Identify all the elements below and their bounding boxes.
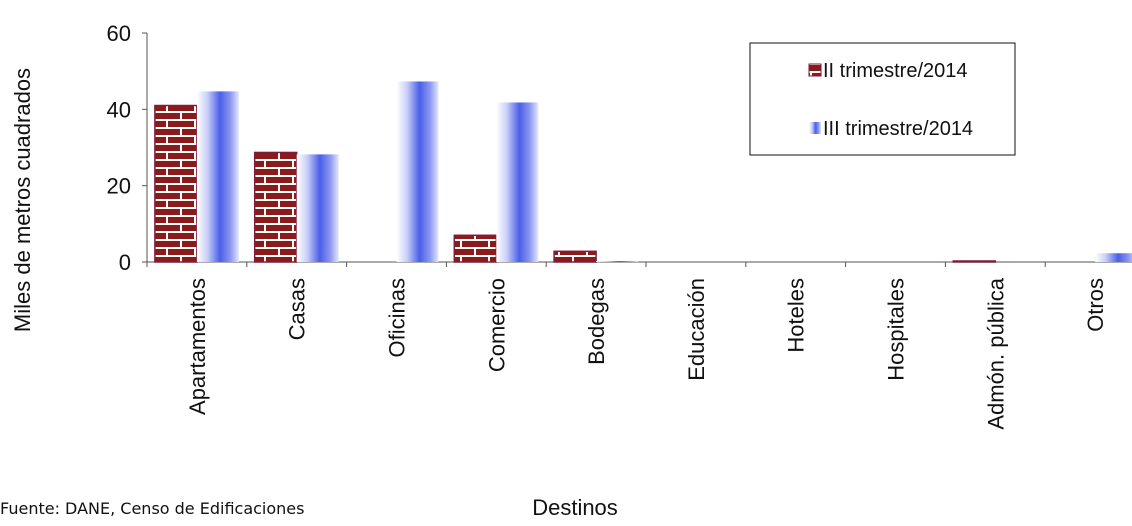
source-note: Fuente: DANE, Censo de Edificaciones [0, 499, 305, 518]
bar-iii-trimestre-9 [1095, 253, 1132, 262]
y-tick-label: 20 [107, 174, 131, 199]
x-tick-label: Admón. pública [983, 277, 1008, 429]
bar-iii-trimestre-2 [396, 81, 439, 262]
legend-label-1: III trimestre/2014 [823, 118, 973, 140]
legend-box [749, 42, 1016, 156]
y-tick-label: 0 [119, 250, 131, 275]
x-tick-label: Hospitales [884, 278, 909, 381]
x-tick-label: Apartamentos [185, 278, 210, 415]
legend-label-0: II trimestre/2014 [823, 60, 968, 82]
y-axis-title: Miles de metros cuadrados [10, 68, 35, 332]
y-tick-label: 60 [107, 21, 131, 46]
bar-iii-trimestre-0 [196, 91, 239, 263]
y-tick-label: 40 [107, 97, 131, 122]
bar-ii-trimestre-8 [952, 260, 997, 263]
x-axis-title: Destinos [532, 495, 618, 520]
bar-ii-trimestre-4 [553, 250, 597, 263]
x-tick-label: Hoteles [784, 278, 809, 353]
x-tick-label: Educación [684, 278, 709, 381]
bar-ii-trimestre-3 [453, 234, 498, 263]
bar-iii-trimestre-1 [296, 154, 339, 262]
legend-swatch-1 [809, 122, 821, 134]
x-tick-label: Bodegas [584, 278, 609, 365]
legend-swatch-0 [808, 63, 822, 77]
bar-iii-trimestre-3 [496, 102, 539, 262]
x-tick-label: Oficinas [385, 278, 410, 357]
bar-ii-trimestre-1 [253, 151, 298, 263]
x-tick-label: Casas [285, 278, 310, 340]
x-tick-label: Otros [1083, 278, 1108, 332]
bar-iii-trimestre-4 [596, 261, 639, 262]
bar-ii-trimestre-0 [154, 104, 198, 263]
x-tick-label: Comercio [484, 278, 509, 372]
